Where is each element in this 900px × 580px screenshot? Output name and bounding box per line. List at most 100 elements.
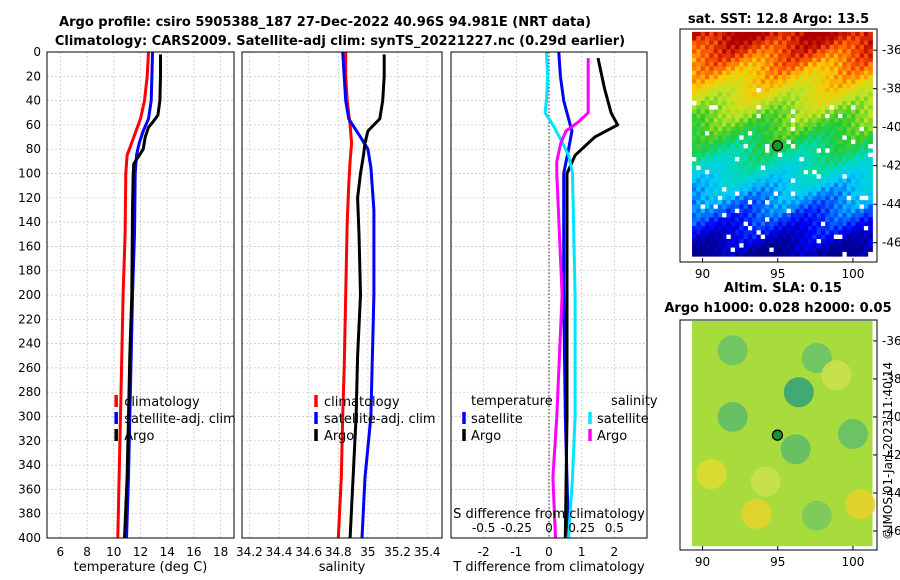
sst-pixel: [769, 118, 775, 123]
sst-pixel: [760, 238, 766, 244]
sst-pixel: [756, 178, 762, 184]
sst-pixel: [803, 169, 809, 175]
sst-pixel: [692, 174, 697, 179]
sst-pixel: [859, 251, 865, 257]
sst-pixel: [713, 139, 719, 145]
sst-pixel: [765, 57, 770, 63]
sst-pixel: [760, 126, 766, 132]
sst-pixel: [816, 187, 822, 192]
sst-pixel: [786, 66, 792, 72]
sst-pixel: [760, 83, 766, 89]
sst-pixel: [704, 243, 710, 248]
sst-pixel: [722, 165, 727, 171]
sst-pixel: [743, 157, 749, 162]
sst-pixel: [863, 113, 869, 119]
sst-pixel: [752, 118, 757, 123]
sst-pixel: [760, 169, 766, 175]
sst-pixel: [829, 70, 835, 76]
sst-pixel: [812, 226, 818, 231]
sst-pixel: [820, 122, 826, 128]
sst-pixel: [790, 109, 796, 115]
y-tick-label: 380: [18, 507, 41, 521]
sst-pixel: [692, 105, 697, 110]
sst-pixel: [735, 161, 740, 167]
sst-pixel: [816, 226, 822, 231]
sst-pixel: [692, 109, 697, 115]
sst-pixel: [812, 251, 818, 257]
sst-pixel: [739, 139, 744, 145]
map-title-line2: Argo h1000: 0.028 h2000: 0.05: [664, 301, 891, 316]
sst-pixel: [825, 204, 830, 210]
sst-pixel: [808, 126, 813, 132]
sst-pixel: [838, 75, 843, 80]
sst-pixel: [851, 79, 856, 85]
sst-pixel: [704, 217, 710, 223]
sst-pixel: [868, 100, 873, 106]
sst-pixel: [692, 187, 697, 192]
sst-pixel: [786, 126, 792, 132]
sst-pixel: [795, 247, 800, 253]
sst-pixel: [769, 208, 775, 214]
sst-pixel: [717, 96, 723, 102]
sst-pixel: [730, 139, 736, 145]
sst-pixel: [722, 131, 727, 136]
sst-pixel: [726, 75, 732, 80]
sst-pixel: [799, 40, 805, 46]
sst-pixel: [812, 243, 818, 248]
sst-pixel: [868, 118, 873, 123]
sst-pixel: [773, 221, 779, 227]
sst-pixel: [756, 213, 762, 218]
sst-pixel: [842, 152, 848, 158]
sst-pixel: [760, 243, 766, 248]
sst-pixel: [692, 200, 697, 205]
sst-pixel: [743, 204, 749, 210]
sst-pixel: [765, 122, 770, 128]
sst-pixel: [786, 62, 792, 67]
sst-pixel: [820, 109, 826, 115]
sst-pixel: [726, 62, 732, 67]
temperature-panel: 0204060801001201401601802002202402602803…: [18, 45, 236, 575]
sst-pixel: [795, 109, 800, 115]
sst-pixel: [752, 152, 757, 158]
sst-pixel: [795, 87, 800, 93]
sst-pixel: [747, 131, 753, 136]
sst-pixel: [747, 126, 753, 132]
sst-pixel: [863, 161, 869, 167]
sst-pixel: [855, 217, 860, 223]
sst-pixel: [855, 234, 860, 240]
sst-pixel: [786, 87, 792, 93]
sst-pixel: [799, 187, 805, 192]
sst-pixel: [842, 221, 848, 227]
sst-pixel: [825, 161, 830, 167]
sst-pixel: [777, 96, 783, 102]
sst-pixel: [777, 251, 783, 257]
sst-pixel: [777, 169, 783, 175]
sst-pixel: [760, 230, 766, 236]
sst-pixel: [812, 213, 818, 218]
sst-pixel: [722, 226, 727, 231]
sst-pixel: [760, 204, 766, 210]
sst-pixel: [696, 75, 702, 80]
sst-pixel: [777, 83, 783, 89]
sst-pixel: [833, 92, 839, 97]
sst-pixel: [743, 100, 749, 106]
sst-pixel: [730, 247, 736, 253]
sst-pixel: [782, 135, 787, 141]
sst-pixel: [730, 161, 736, 167]
sst-pixel: [752, 217, 757, 223]
sst-pixel: [851, 238, 856, 244]
x-tick-label: 90: [695, 555, 710, 569]
sst-pixel: [842, 204, 848, 210]
sst-pixel: [722, 70, 727, 76]
sst-pixel: [773, 105, 779, 110]
argo-location-marker: [771, 140, 784, 152]
sst-pixel: [855, 31, 860, 37]
sst-pixel: [863, 238, 869, 244]
sst-pixel: [722, 40, 727, 46]
legend-label: Argo: [324, 429, 354, 444]
sst-pixel: [808, 238, 813, 244]
sst-pixel: [747, 139, 753, 145]
x-tick-label: 8: [83, 545, 91, 559]
sst-pixel: [773, 131, 779, 136]
sst-pixel: [825, 178, 830, 184]
